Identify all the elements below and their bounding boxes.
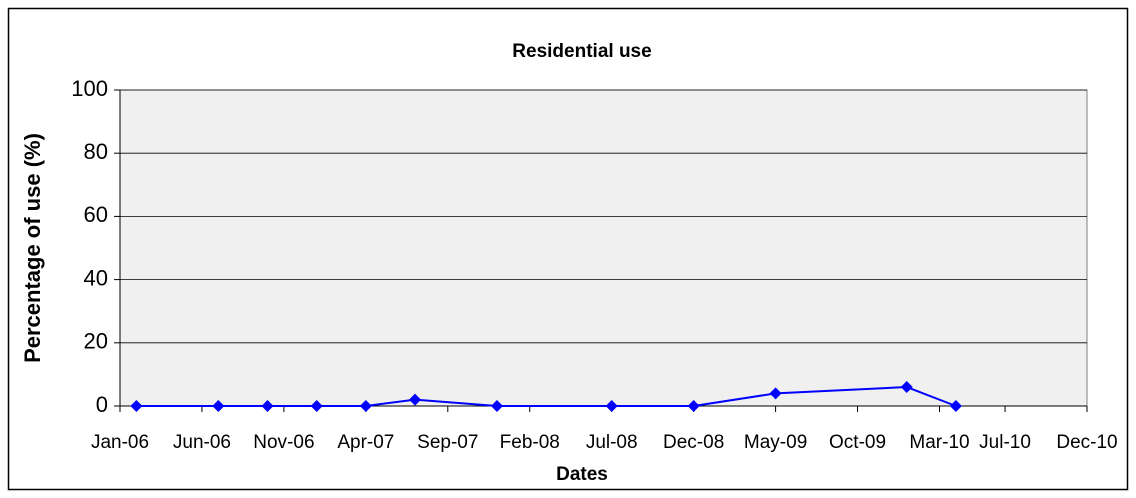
y-axis-label: Percentage of use (%) bbox=[20, 133, 45, 363]
y-tick-label: 100 bbox=[71, 76, 108, 101]
data-point bbox=[130, 400, 143, 412]
data-point bbox=[261, 400, 274, 412]
data-point bbox=[949, 400, 962, 412]
data-point bbox=[409, 393, 422, 406]
x-tick-label: Jun-06 bbox=[173, 432, 231, 453]
y-tick-label: 60 bbox=[84, 202, 108, 227]
x-tick-label: Mar-10 bbox=[909, 432, 969, 453]
x-tick-label: Jul-10 bbox=[979, 432, 1031, 453]
series-line bbox=[136, 386, 957, 407]
y-tick-label: 0 bbox=[96, 392, 108, 417]
x-tick-label: Sep-07 bbox=[417, 432, 478, 453]
chart-title: Residential use bbox=[512, 41, 651, 62]
data-point bbox=[900, 381, 913, 394]
y-tick-label: 20 bbox=[84, 329, 108, 354]
x-tick-label: Apr-07 bbox=[337, 432, 394, 453]
data-point bbox=[605, 400, 618, 412]
data-point bbox=[687, 400, 700, 412]
x-tick-label: Nov-06 bbox=[253, 432, 314, 453]
data-point bbox=[769, 387, 782, 400]
data-point bbox=[490, 400, 503, 412]
data-point bbox=[310, 400, 323, 412]
x-tick-label: Jan-06 bbox=[91, 432, 149, 453]
y-tick-label: 40 bbox=[84, 265, 108, 290]
data-point bbox=[359, 400, 372, 412]
plot-area bbox=[119, 89, 1088, 407]
x-tick-label: Dec-08 bbox=[663, 432, 724, 453]
x-tick-label: Jul-08 bbox=[586, 432, 638, 453]
x-tick-label: Dec-10 bbox=[1056, 432, 1117, 453]
data-point bbox=[212, 400, 225, 412]
x-tick-label: Oct-09 bbox=[829, 432, 886, 453]
y-tick-label: 80 bbox=[84, 139, 108, 164]
x-axis-label: Dates bbox=[556, 464, 608, 485]
x-tick-label: Feb-08 bbox=[500, 432, 560, 453]
x-tick-label: May-09 bbox=[744, 432, 807, 453]
